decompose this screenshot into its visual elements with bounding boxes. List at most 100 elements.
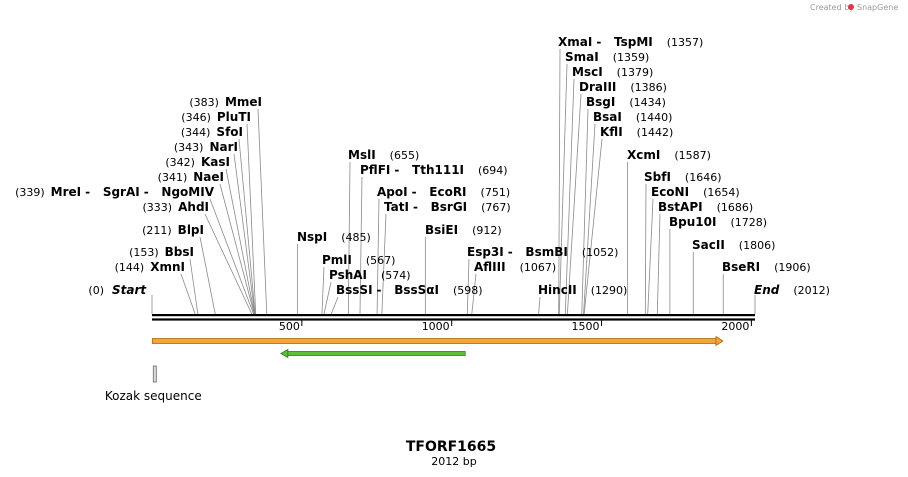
site-bstapi[interactable]: BstAPI (1686) <box>658 200 753 214</box>
site-mrei-sgrai-ngomiv[interactable]: MreI - SgrAI - NgoMIV(339) <box>15 185 215 199</box>
enzyme-name: NarI <box>209 140 238 154</box>
site-position: (567) <box>366 254 396 267</box>
enzyme-name: BsrGI <box>431 200 468 214</box>
site-bbsi[interactable]: BbsI (153) <box>129 245 194 259</box>
site-position: (1067) <box>520 261 557 274</box>
site-position: (2012) <box>793 284 830 297</box>
site-position: (912) <box>472 224 502 237</box>
feature-arrowhead <box>715 335 724 347</box>
enzyme-name: BssSαI <box>394 283 439 297</box>
site-pmli[interactable]: PmlI (567) <box>322 253 395 267</box>
site-position: (1290) <box>591 284 628 297</box>
site-position: (1379) <box>617 66 654 79</box>
site-naei[interactable]: NaeI (341) <box>158 170 224 184</box>
enzyme-name: AhdI <box>178 200 209 214</box>
feature-orf-reverse[interactable] <box>286 351 466 356</box>
site-position: (1357) <box>667 36 704 49</box>
site-pshai[interactable]: PshAI (574) <box>329 268 411 282</box>
site-leader <box>233 153 256 315</box>
site-sbfi[interactable]: SbfI (1646) <box>644 170 721 184</box>
site-leader <box>257 108 268 315</box>
site-leader <box>209 198 254 315</box>
site-leader <box>330 296 339 315</box>
site-xmni[interactable]: XmnI (144) <box>115 260 185 274</box>
site-afliii[interactable]: AflIII (1067) <box>474 260 556 274</box>
site-position: (346) <box>181 111 211 124</box>
site-msci[interactable]: MscI (1379) <box>572 65 653 79</box>
site-pflfi-tth111i[interactable]: PflFI - Tth111I (694) <box>360 163 508 177</box>
enzyme-name: BsgI <box>586 95 615 109</box>
site-xmai-tspmi[interactable]: XmaI - TspMI (1357) <box>558 35 703 49</box>
enzyme-name: MreI <box>51 185 81 199</box>
site-nari[interactable]: NarI (343) <box>174 140 238 154</box>
site-position: (694) <box>478 164 508 177</box>
site-blpi[interactable]: BlpI (211) <box>142 223 204 237</box>
site-esp3i-bsmbi[interactable]: Esp3I - BsmBI (1052) <box>467 245 618 259</box>
site-separator: - <box>508 245 513 259</box>
site-leader <box>538 296 541 315</box>
site-kasi[interactable]: KasI (342) <box>165 155 230 169</box>
site-separator: - <box>377 283 382 297</box>
site-start[interactable]: Start (0) <box>88 283 147 297</box>
site-labels: XmaI - TspMI (1357)SmaI (1359)MscI (1379)DraI… <box>15 35 830 297</box>
site-bsai[interactable]: BsaI (1440) <box>593 110 672 124</box>
site-position: (1587) <box>674 149 711 162</box>
site-leader <box>583 138 603 315</box>
enzyme-name: NgoMIV <box>161 185 214 199</box>
site-bpu10i[interactable]: Bpu10I (1728) <box>669 215 767 229</box>
site-apoi-ecori[interactable]: ApoI - EcoRI (751) <box>377 185 510 199</box>
site-sacii[interactable]: SacII (1806) <box>692 238 775 252</box>
site-position: (383) <box>189 96 219 109</box>
site-bsssi-bsss-i[interactable]: BssSI - BssSαI (598) <box>336 283 483 297</box>
site-kfli[interactable]: KflI (1442) <box>600 125 673 139</box>
ruler-ticks: 500 1000 1500 2000 <box>279 320 752 333</box>
site-bsiei[interactable]: BsiEI (912) <box>425 223 502 237</box>
backbone-bottom-strand <box>152 318 755 321</box>
enzyme-name: SmaI <box>565 50 599 64</box>
enzyme-name: MslI <box>348 148 376 162</box>
dna-backbone <box>152 314 755 321</box>
site-position: (574) <box>381 269 411 282</box>
site-separator: - <box>144 185 149 199</box>
site-ahdi[interactable]: AhdI (333) <box>143 200 209 214</box>
ruler-tick-label: 1500 <box>572 320 600 333</box>
site-econi[interactable]: EcoNI (1654) <box>651 185 740 199</box>
enzyme-name: Bpu10I <box>669 215 716 229</box>
site-draiii[interactable]: DraIII (1386) <box>579 80 667 94</box>
site-end[interactable]: End (2012) <box>754 283 830 297</box>
site-position: (485) <box>341 231 371 244</box>
title-block: TFORF1665 2012 bp <box>406 439 496 468</box>
site-leader <box>466 258 470 315</box>
site-position: (0) <box>88 284 104 297</box>
site-leader <box>381 213 387 315</box>
enzyme-name: PluTI <box>217 110 251 124</box>
site-position: (1386) <box>630 81 667 94</box>
site-position: (1440) <box>636 111 673 124</box>
site-nspi[interactable]: NspI (485) <box>297 230 371 244</box>
site-position: (344) <box>181 126 211 139</box>
enzyme-name: XcmI <box>627 148 660 162</box>
feature-kozak-sequence[interactable] <box>152 365 157 383</box>
site-leader <box>180 273 196 315</box>
site-hincii[interactable]: HincII (1290) <box>538 283 627 297</box>
feature-orf-main[interactable] <box>151 338 718 344</box>
ruler-tick-label: 2000 <box>721 320 749 333</box>
site-tati-bsrgi[interactable]: TatI - BsrGI (767) <box>384 200 511 214</box>
site-smai[interactable]: SmaI (1359) <box>565 50 649 64</box>
site-xcmi[interactable]: XcmI (1587) <box>627 148 711 162</box>
enzyme-name: BlpI <box>178 223 204 237</box>
site-bseri[interactable]: BseRI (1906) <box>722 260 811 274</box>
site-position: (342) <box>165 156 195 169</box>
site-msli[interactable]: MslI (655) <box>348 148 419 162</box>
enzyme-name: BsaI <box>593 110 622 124</box>
ruler-tick-label: 1000 <box>422 320 450 333</box>
site-leader <box>219 183 255 315</box>
site-sfoi[interactable]: SfoI (344) <box>181 125 243 139</box>
site-mmei[interactable]: MmeI (383) <box>189 95 262 109</box>
site-pluti[interactable]: PluTI (346) <box>181 110 251 124</box>
enzyme-name: SacII <box>692 238 725 252</box>
site-position: (1686) <box>717 201 754 214</box>
site-position: (144) <box>115 261 145 274</box>
site-bsgi[interactable]: BsgI (1434) <box>586 95 666 109</box>
enzyme-name: TatI <box>384 200 409 214</box>
